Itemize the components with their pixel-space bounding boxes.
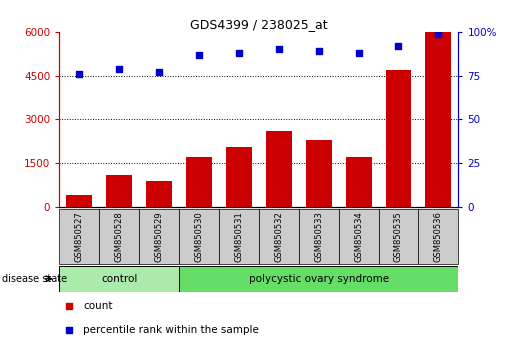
Text: polycystic ovary syndrome: polycystic ovary syndrome — [249, 274, 389, 284]
Text: GSM850529: GSM850529 — [154, 211, 163, 262]
Text: GSM850530: GSM850530 — [195, 211, 203, 262]
Text: disease state: disease state — [2, 274, 66, 284]
Point — [65, 303, 73, 309]
Text: GSM850528: GSM850528 — [115, 211, 124, 262]
Point — [65, 327, 73, 332]
Bar — [66, 195, 92, 207]
Bar — [219, 209, 259, 264]
Bar — [59, 209, 99, 264]
Bar — [266, 131, 291, 207]
Point — [75, 71, 83, 77]
Text: percentile rank within the sample: percentile rank within the sample — [83, 325, 259, 335]
Point — [115, 66, 123, 72]
Text: GSM850534: GSM850534 — [354, 211, 363, 262]
Point — [434, 31, 442, 36]
Text: GSM850533: GSM850533 — [314, 211, 323, 262]
Point — [235, 50, 243, 56]
Bar — [418, 209, 458, 264]
Point — [155, 69, 163, 75]
Bar — [59, 266, 179, 292]
Text: GSM850532: GSM850532 — [274, 211, 283, 262]
Bar — [259, 209, 299, 264]
Point — [394, 43, 403, 49]
Bar — [226, 147, 252, 207]
Bar — [146, 181, 172, 207]
Bar — [106, 175, 132, 207]
Bar — [186, 158, 212, 207]
Text: count: count — [83, 301, 113, 311]
Title: GDS4399 / 238025_at: GDS4399 / 238025_at — [190, 18, 328, 31]
Bar — [339, 209, 379, 264]
Bar — [179, 209, 219, 264]
Text: GSM850531: GSM850531 — [234, 211, 243, 262]
Text: control: control — [101, 274, 138, 284]
Bar — [179, 266, 458, 292]
Bar — [99, 209, 139, 264]
Bar — [139, 209, 179, 264]
Bar — [306, 140, 332, 207]
Point — [315, 48, 323, 54]
Bar — [425, 32, 451, 207]
Bar — [386, 70, 411, 207]
Point — [195, 52, 203, 57]
Point — [354, 50, 363, 56]
Text: GSM850535: GSM850535 — [394, 211, 403, 262]
Bar — [346, 158, 371, 207]
Point — [274, 47, 283, 52]
Bar — [379, 209, 418, 264]
Text: GSM850527: GSM850527 — [75, 211, 83, 262]
Bar — [299, 209, 339, 264]
Text: GSM850536: GSM850536 — [434, 211, 443, 262]
